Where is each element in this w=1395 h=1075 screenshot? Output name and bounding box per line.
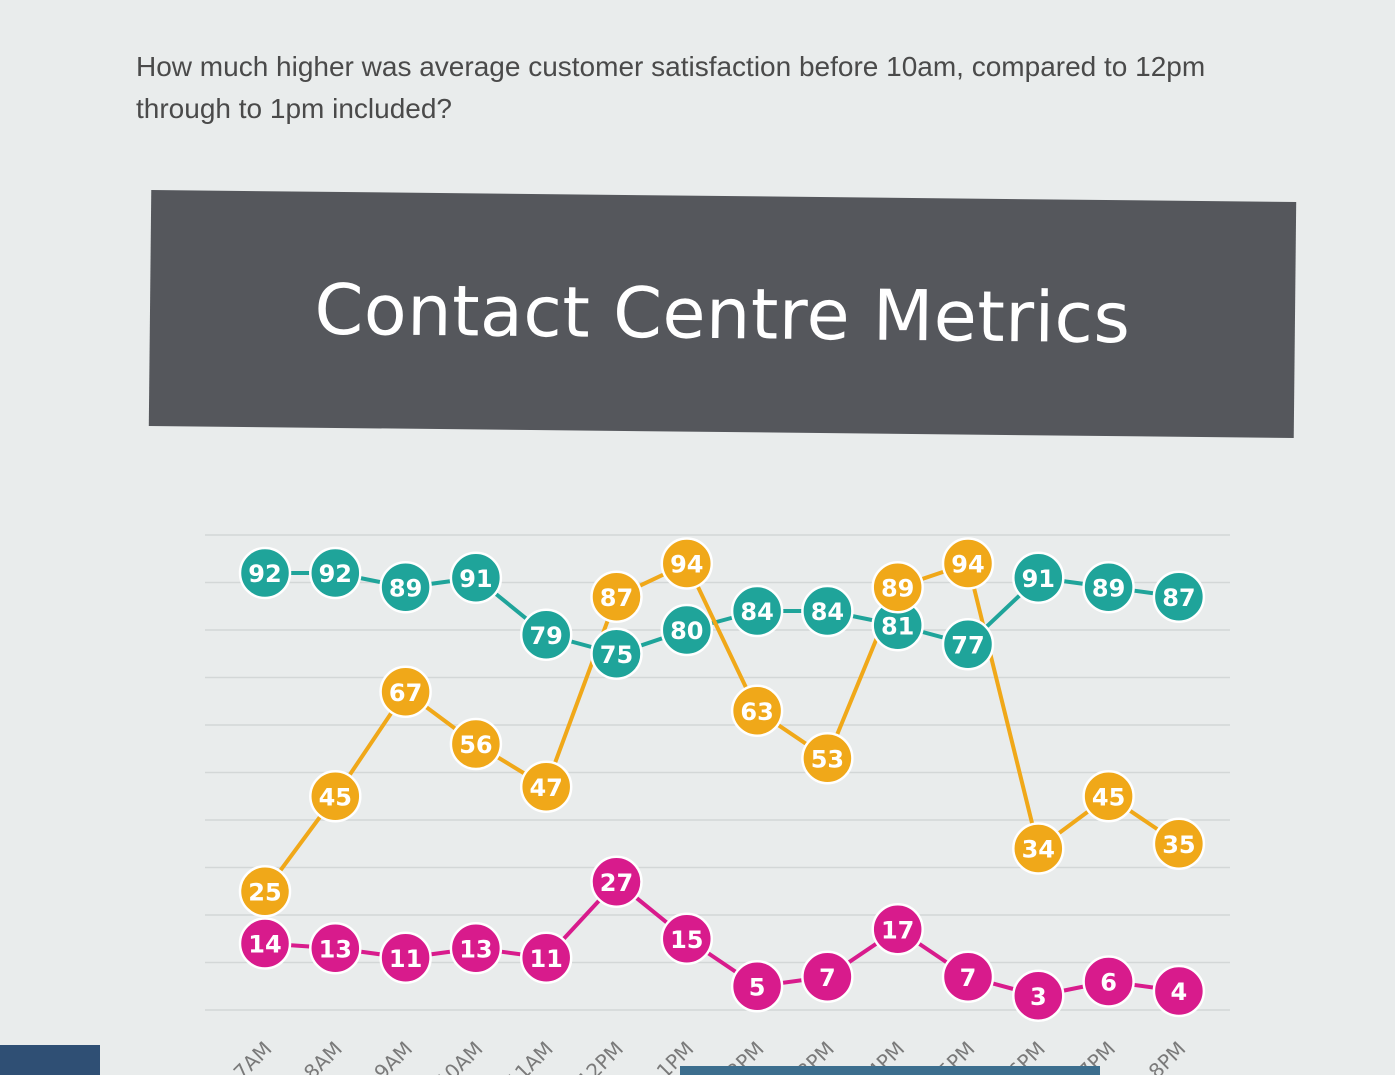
data-point [1082, 561, 1135, 614]
data-point [1012, 822, 1065, 875]
data-label: 3 [1030, 983, 1047, 1011]
data-point [519, 760, 573, 813]
x-tick-label: 8AM [299, 1037, 347, 1075]
x-tick-label: 10AM [431, 1037, 488, 1075]
data-point [1152, 570, 1206, 623]
data-label: 11 [529, 945, 562, 973]
data-point [590, 627, 643, 680]
data-point [238, 917, 292, 970]
data-label: 89 [389, 574, 422, 602]
data-label: 45 [1092, 783, 1125, 811]
data-label: 67 [389, 679, 422, 707]
data-point [730, 960, 784, 1013]
x-tick-label: 11AM [501, 1037, 558, 1075]
data-point [379, 561, 432, 614]
data-label: 92 [319, 560, 352, 588]
data-point [590, 570, 643, 623]
data-label: 94 [951, 551, 984, 579]
data-point [449, 717, 503, 771]
data-label: 84 [811, 598, 844, 626]
data-label: 79 [529, 622, 562, 650]
data-label: 81 [881, 612, 914, 640]
chart-title-banner: Contact Centre Metrics [148, 190, 1297, 438]
data-label: 45 [319, 783, 352, 811]
data-point [1012, 551, 1065, 604]
data-point [309, 546, 362, 600]
data-point [238, 865, 292, 918]
data-label: 91 [1022, 565, 1055, 593]
data-point [730, 684, 784, 737]
taskbar-fragment [0, 1045, 100, 1075]
data-point [941, 537, 995, 590]
data-label: 5 [749, 973, 766, 1001]
data-label: 80 [670, 617, 703, 645]
x-tick-label: 12PM [572, 1037, 628, 1075]
data-point [1152, 964, 1206, 1018]
data-label: 63 [740, 698, 773, 726]
series-points-2: 14 13 11 13 11 27 15 5 7 17 7 3 6 4 [238, 855, 1206, 1022]
data-label: 7 [960, 964, 977, 992]
data-label: 4 [1171, 978, 1188, 1006]
data-label: 75 [600, 641, 633, 669]
data-label: 77 [951, 631, 984, 659]
data-label: 87 [600, 584, 633, 612]
data-label: 53 [811, 745, 844, 773]
data-label: 89 [881, 574, 914, 602]
data-label: 14 [248, 931, 281, 959]
x-tick-label: 9AM [369, 1037, 417, 1075]
question-text: How much higher was average customer sat… [136, 51, 1206, 124]
data-point [519, 608, 573, 661]
data-point [1152, 817, 1206, 870]
data-point [309, 922, 362, 975]
data-label: 56 [459, 731, 492, 759]
data-point [660, 603, 714, 657]
data-point [1012, 969, 1065, 1022]
data-point [871, 561, 924, 614]
data-point [801, 584, 854, 638]
data-label: 17 [881, 916, 914, 944]
data-point [449, 551, 503, 604]
data-label: 47 [529, 774, 562, 802]
chart-title: Contact Centre Metrics [314, 268, 1131, 360]
data-point [379, 931, 432, 984]
data-label: 11 [389, 945, 422, 973]
data-label: 35 [1162, 831, 1195, 859]
data-label: 15 [670, 926, 703, 954]
data-point [449, 922, 503, 975]
data-point [1082, 955, 1135, 1008]
taskbar-fragment-right [680, 1066, 1100, 1075]
data-label: 89 [1092, 574, 1125, 602]
data-label: 92 [248, 560, 281, 588]
data-point [941, 950, 995, 1003]
data-label: 6 [1100, 969, 1117, 997]
data-point [1082, 770, 1135, 823]
data-point [941, 618, 995, 671]
x-tick-label: 8PM [1144, 1037, 1191, 1075]
data-point [660, 912, 714, 965]
data-point [590, 855, 643, 908]
data-label: 13 [319, 935, 352, 963]
data-point [730, 584, 784, 638]
data-label: 27 [600, 869, 633, 897]
data-point [309, 770, 362, 823]
data-point [660, 537, 714, 590]
data-point [379, 665, 432, 718]
data-point [519, 931, 573, 984]
data-label: 84 [740, 598, 773, 626]
data-label: 13 [459, 935, 492, 963]
data-label: 87 [1162, 584, 1195, 612]
data-point [238, 546, 292, 600]
data-point [871, 903, 924, 956]
data-label: 7 [819, 964, 836, 992]
data-point [801, 732, 854, 785]
x-tick-label: 7AM [229, 1037, 277, 1075]
data-label: 34 [1022, 836, 1055, 864]
data-point [801, 950, 854, 1003]
data-label: 91 [459, 565, 492, 593]
series-points-1: 25 45 67 56 47 87 94 63 53 89 94 34 45 35 [238, 537, 1206, 918]
series-points-0: 92 92 89 91 79 75 80 84 84 81 77 91 89 87 [238, 546, 1206, 680]
data-label: 94 [670, 551, 703, 579]
data-label: 25 [248, 878, 281, 906]
